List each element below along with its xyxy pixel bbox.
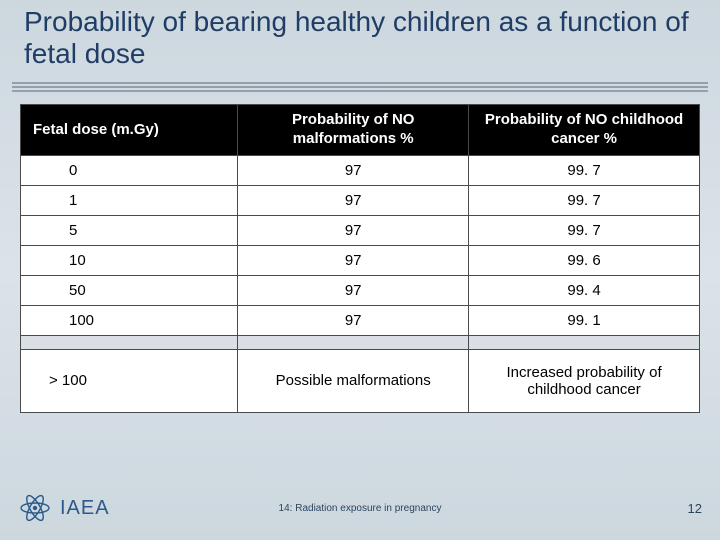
table-cell: Possible malformations bbox=[238, 349, 469, 412]
title-divider bbox=[0, 82, 720, 92]
table-row: 19799. 7 bbox=[21, 185, 700, 215]
table-cell: 99. 1 bbox=[469, 305, 700, 335]
table-row: 509799. 4 bbox=[21, 275, 700, 305]
table-cell: 99. 7 bbox=[469, 215, 700, 245]
table-row: 109799. 6 bbox=[21, 245, 700, 275]
table-row-final: > 100Possible malformationsIncreased pro… bbox=[21, 349, 700, 412]
probability-table: Fetal dose (m.Gy) Probability of NO malf… bbox=[20, 104, 700, 413]
table-cell: 97 bbox=[238, 275, 469, 305]
table-cell: 99. 7 bbox=[469, 185, 700, 215]
footer-label: 14: Radiation exposure in pregnancy bbox=[279, 503, 442, 514]
table-spacer-row bbox=[21, 335, 700, 349]
table-cell: 100 bbox=[21, 305, 238, 335]
table-header-row: Fetal dose (m.Gy) Probability of NO malf… bbox=[21, 105, 700, 156]
table-cell: 50 bbox=[21, 275, 238, 305]
org-name: IAEA bbox=[60, 497, 110, 520]
table-cell: 97 bbox=[238, 155, 469, 185]
table-cell: 10 bbox=[21, 245, 238, 275]
col-header-cancer: Probability of NO childhood cancer % bbox=[469, 105, 700, 156]
table-cell: 0 bbox=[21, 155, 238, 185]
table-cell: 5 bbox=[21, 215, 238, 245]
table-cell: 97 bbox=[238, 305, 469, 335]
table-cell: Increased probability of childhood cance… bbox=[469, 349, 700, 412]
col-header-dose: Fetal dose (m.Gy) bbox=[21, 105, 238, 156]
atom-icon bbox=[18, 491, 52, 525]
col-header-malformations: Probability of NO malformations % bbox=[238, 105, 469, 156]
table-row: 59799. 7 bbox=[21, 215, 700, 245]
table-cell: 97 bbox=[238, 245, 469, 275]
table-cell: 97 bbox=[238, 185, 469, 215]
page-title: Probability of bearing healthy children … bbox=[24, 6, 696, 70]
table-cell: 99. 4 bbox=[469, 275, 700, 305]
table-cell: 99. 7 bbox=[469, 155, 700, 185]
table-cell: 99. 6 bbox=[469, 245, 700, 275]
table-row: 1009799. 1 bbox=[21, 305, 700, 335]
table-row: 09799. 7 bbox=[21, 155, 700, 185]
table-cell: > 100 bbox=[21, 349, 238, 412]
table-cell: 1 bbox=[21, 185, 238, 215]
slide-footer: IAEA 14: Radiation exposure in pregnancy… bbox=[0, 476, 720, 540]
page-number: 12 bbox=[688, 501, 702, 516]
table-cell: 97 bbox=[238, 215, 469, 245]
org-logo: IAEA bbox=[18, 491, 110, 525]
